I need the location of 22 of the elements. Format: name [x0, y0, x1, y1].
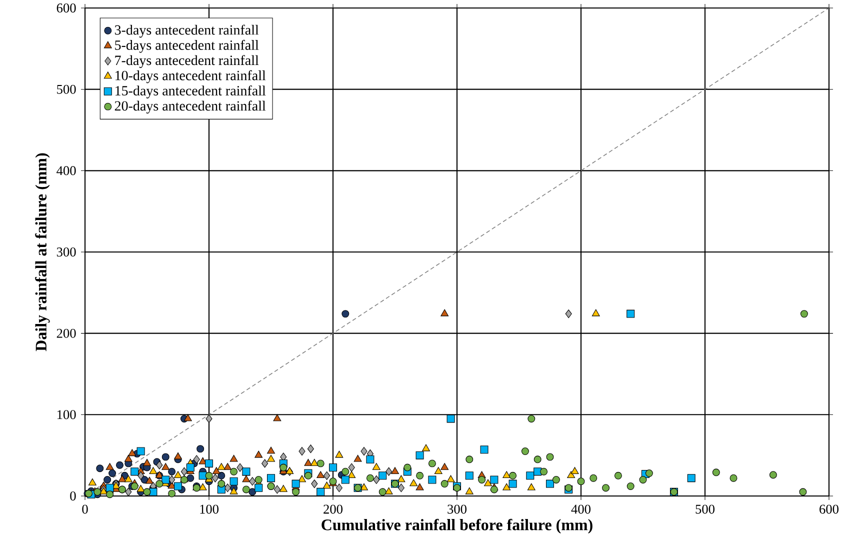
legend-label: 5-days antecedent rainfall — [115, 40, 259, 53]
x-tick-label: 100 — [200, 504, 219, 514]
x-tick-label: 600 — [820, 504, 838, 514]
y-tick-label: 400 — [56, 166, 76, 176]
legend-label: 10-days antecedent rainfall — [116, 70, 266, 84]
legend-label: 3-days antecedent rainfall — [114, 24, 259, 38]
x-tick-label: 300 — [448, 504, 466, 514]
x-tick-label: 0 — [82, 504, 88, 514]
x-axis-title: Cumulative rainfall before failure (mm) — [322, 518, 592, 534]
y-tick-label: 0 — [70, 491, 76, 500]
y-axis-title: Daily rainfall at failure (mm) — [35, 153, 50, 352]
x-tick-label: 400 — [571, 504, 590, 514]
x-tick-label: 200 — [324, 504, 343, 514]
legend-label: 7-days antecedent rainfall — [115, 55, 259, 68]
legend-label: 20-days antecedent rainfall — [114, 100, 266, 114]
x-tick-label: 500 — [696, 504, 714, 514]
legend-label: 15-days antecedent rainfall — [116, 85, 266, 98]
y-tick-label: 200 — [56, 328, 76, 338]
y-tick-label: 100 — [57, 410, 76, 420]
y-tick-label: 300 — [56, 247, 76, 256]
y-tick-label: 500 — [57, 84, 76, 94]
y-tick-label: 600 — [56, 4, 76, 12]
